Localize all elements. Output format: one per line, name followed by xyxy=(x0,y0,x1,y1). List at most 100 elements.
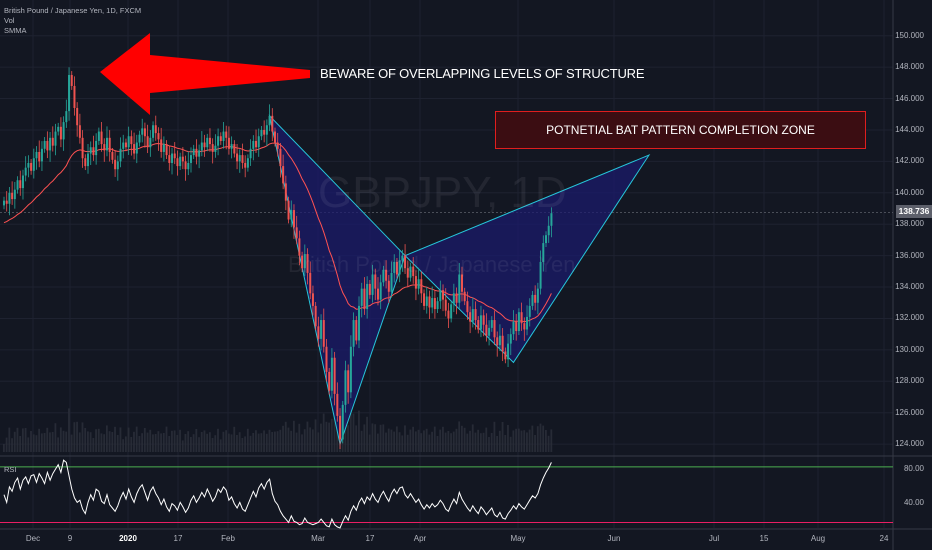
candle-body xyxy=(477,320,480,330)
candle-body xyxy=(463,291,466,302)
volume-bar xyxy=(330,418,333,452)
candle-body xyxy=(292,210,295,228)
volume-bar xyxy=(417,429,420,452)
candle-body xyxy=(124,142,127,148)
volume-bar xyxy=(526,432,528,452)
volume-bar xyxy=(298,423,301,452)
candle-body xyxy=(485,324,488,336)
volume-bar xyxy=(233,426,236,452)
candle-body xyxy=(490,320,493,328)
candle-body xyxy=(287,200,290,220)
volume-bar xyxy=(507,425,509,452)
candle-body xyxy=(87,153,90,167)
volume-bar xyxy=(114,426,116,452)
volume-bar xyxy=(46,427,49,452)
candle-body xyxy=(374,274,377,289)
candle-body xyxy=(200,142,203,151)
candle-body xyxy=(217,136,220,146)
volume-bar xyxy=(49,432,51,452)
candle-body xyxy=(444,299,447,311)
volume-bar xyxy=(217,428,219,452)
candle-body xyxy=(282,166,285,184)
volume-bar xyxy=(322,413,325,452)
time-tick: Aug xyxy=(810,534,826,543)
volume-bar xyxy=(62,430,65,452)
candle-body xyxy=(154,125,157,134)
volume-bar xyxy=(382,424,385,452)
volume-bar xyxy=(214,435,217,452)
last-price-tag: 138.736 xyxy=(896,205,932,218)
volume-bar xyxy=(550,429,553,452)
volume-bar xyxy=(306,421,309,452)
bat-pattern[interactable] xyxy=(268,114,651,447)
completion-zone-box[interactable]: POTNETIAL BAT PATTERN COMPLETION ZONE xyxy=(495,111,866,149)
volume-bar xyxy=(493,421,496,452)
volume-bar xyxy=(358,410,360,452)
volume-bar xyxy=(68,408,70,452)
candle-body xyxy=(260,129,263,137)
volume-bar xyxy=(187,431,190,452)
volume-bar xyxy=(179,429,181,452)
volume-bar xyxy=(276,431,279,452)
candle-body xyxy=(436,301,439,310)
pattern-xab xyxy=(268,114,406,447)
volume-bar xyxy=(349,403,352,452)
volume-bar xyxy=(222,431,225,452)
volume-bar xyxy=(366,416,368,452)
candle-body xyxy=(8,192,11,204)
warning-arrow[interactable] xyxy=(100,33,310,115)
candle-body xyxy=(3,200,5,206)
candle-body xyxy=(433,298,436,310)
candle-body xyxy=(452,293,455,305)
volume-bar xyxy=(255,430,257,452)
volume-bar xyxy=(414,431,417,452)
candle-body xyxy=(81,137,84,159)
candle-body xyxy=(57,126,60,132)
candle-body xyxy=(488,327,491,336)
volume-bar xyxy=(385,432,387,452)
volume-bar xyxy=(208,432,211,452)
candle-body xyxy=(54,131,57,146)
symbol-title: British Pound / Japanese Yen, 1D, FXCM xyxy=(4,6,142,15)
candle-body xyxy=(100,131,103,145)
candle-body xyxy=(255,140,258,148)
pattern-bcd xyxy=(404,154,651,364)
candle-body xyxy=(46,140,49,151)
volume-bar xyxy=(406,434,409,452)
volume-bar xyxy=(157,431,160,452)
volume-bar xyxy=(149,429,152,452)
candle-body xyxy=(133,144,136,154)
candle-body xyxy=(360,288,363,306)
volume-bar xyxy=(390,429,393,452)
volume-bar xyxy=(95,429,97,452)
candle-body xyxy=(249,148,252,159)
candle-body xyxy=(458,274,461,303)
volume-bar xyxy=(504,435,507,452)
candle-body xyxy=(184,161,187,170)
candle-body xyxy=(528,305,531,317)
candle-body xyxy=(466,301,469,313)
vol-label[interactable]: Vol xyxy=(4,16,15,25)
smma-label[interactable]: SMMA xyxy=(4,26,27,35)
volume-bar xyxy=(97,428,100,452)
candle-body xyxy=(382,269,385,283)
candle-body xyxy=(536,288,539,303)
candle-body xyxy=(179,156,182,167)
candle-body xyxy=(420,279,423,294)
volume-bar xyxy=(317,432,320,452)
volume-bar xyxy=(111,432,114,452)
warning-annotation[interactable]: BEWARE OF OVERLAPPING LEVELS OF STRUCTUR… xyxy=(320,66,645,81)
candle-body xyxy=(385,269,388,281)
volume-bar xyxy=(444,432,447,452)
volume-bar xyxy=(122,439,125,452)
candle-body xyxy=(306,254,309,273)
time-tick: 24 xyxy=(879,534,889,543)
volume-bar xyxy=(431,431,433,452)
volume-bar xyxy=(496,436,499,452)
candle-body xyxy=(387,280,390,292)
candle-body xyxy=(309,272,312,294)
volume-bar xyxy=(206,433,209,452)
volume-bar xyxy=(328,422,330,452)
candle-body xyxy=(542,243,545,262)
